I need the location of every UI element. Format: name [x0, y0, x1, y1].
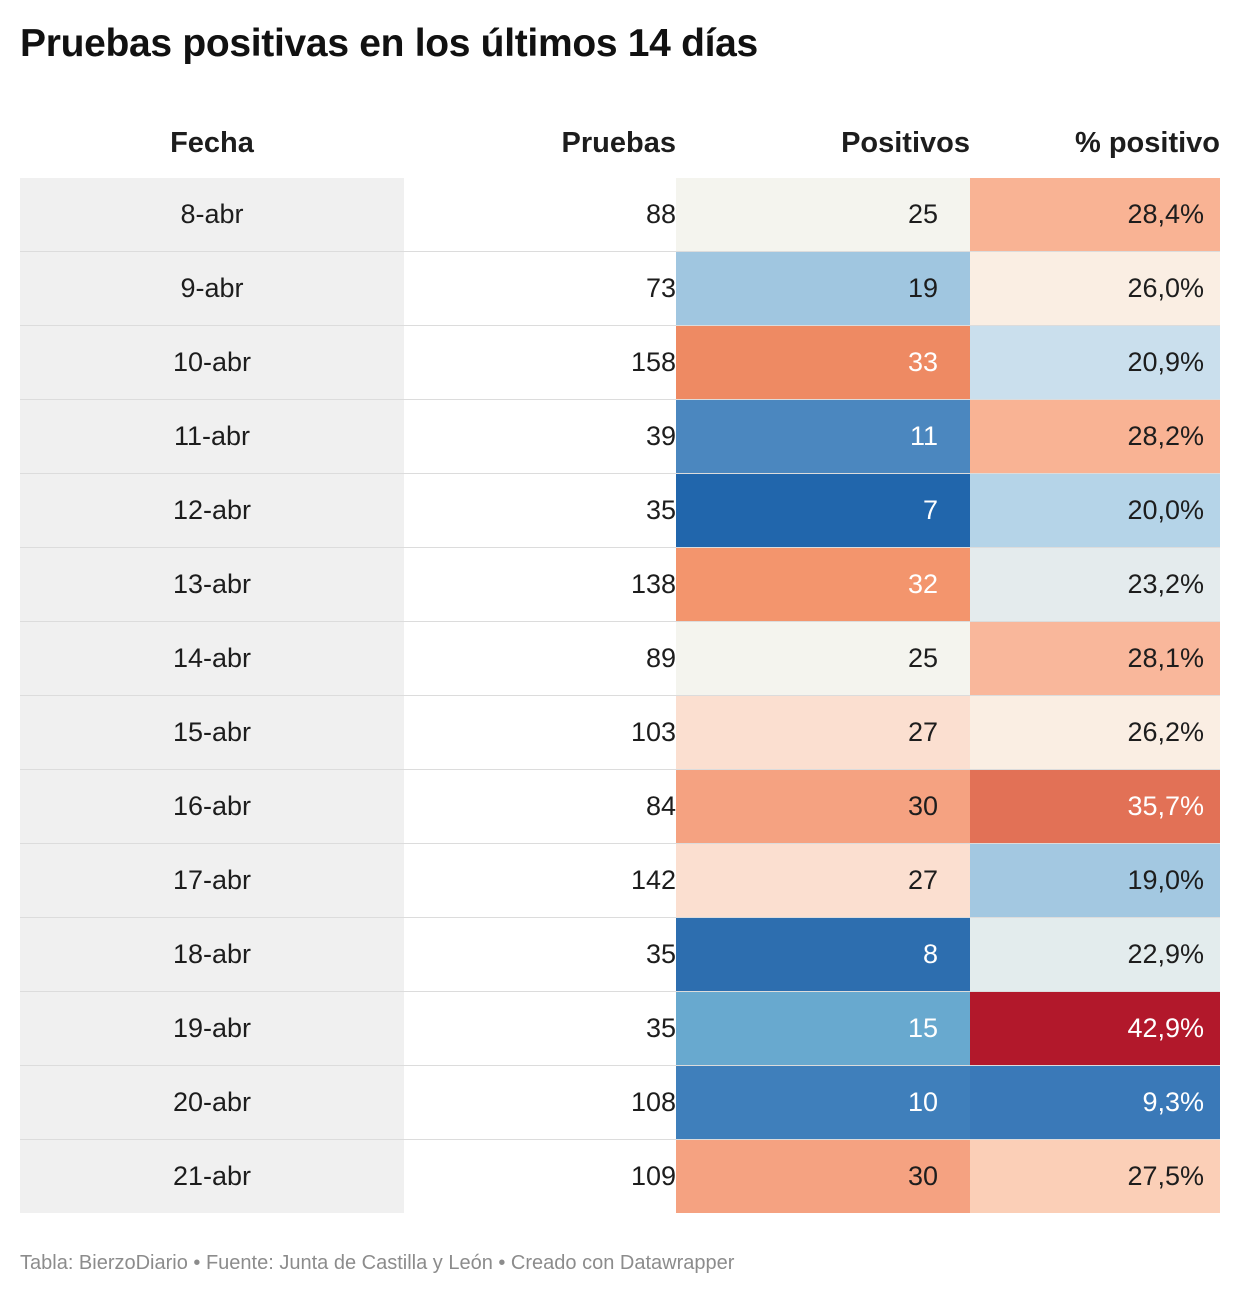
cell-positivos: 32	[676, 547, 970, 622]
cell-positivos: 19	[676, 251, 970, 326]
cell-pct-positivo: 19,0%	[970, 843, 1220, 918]
column-header-fecha[interactable]: Fecha	[170, 126, 254, 159]
cell-pct-positivo: 20,0%	[970, 473, 1220, 548]
source-footer: Tabla: BierzoDiario • Fuente: Junta de C…	[20, 1252, 735, 1274]
cell-pruebas: 89	[404, 621, 676, 696]
cell-fecha: 19-abr	[20, 991, 404, 1066]
cell-pruebas: 73	[404, 251, 676, 326]
cell-pct-positivo: 28,2%	[970, 399, 1220, 474]
table-row: 18-abr 35 8 22,9%	[20, 917, 1220, 992]
cell-pruebas: 138	[404, 547, 676, 622]
cell-positivos: 25	[676, 621, 970, 696]
cell-pct-positivo: 26,0%	[970, 251, 1220, 326]
cell-pruebas: 103	[404, 695, 676, 770]
cell-fecha: 11-abr	[20, 399, 404, 474]
cell-pruebas: 142	[404, 843, 676, 918]
table-row: 16-abr 84 30 35,7%	[20, 769, 1220, 844]
header-row: Fecha Pruebas Positivos % positivo	[20, 108, 1220, 178]
cell-positivos: 7	[676, 473, 970, 548]
table-row: 14-abr 89 25 28,1%	[20, 621, 1220, 696]
table-row: 19-abr 35 15 42,9%	[20, 991, 1220, 1066]
table-row: 8-abr 88 25 28,4%	[20, 178, 1220, 252]
cell-pruebas: 35	[404, 991, 676, 1066]
table-row: 11-abr 39 11 28,2%	[20, 399, 1220, 474]
cell-positivos: 30	[676, 1139, 970, 1213]
table-row: 21-abr 109 30 27,5%	[20, 1139, 1220, 1213]
cell-pct-positivo: 26,2%	[970, 695, 1220, 770]
cell-fecha: 13-abr	[20, 547, 404, 622]
table-body: 8-abr 88 25 28,4% 9-abr 73 19 26,0% 10-abr 158 33 2…	[20, 178, 1220, 1213]
cell-pct-positivo: 42,9%	[970, 991, 1220, 1066]
cell-positivos: 27	[676, 843, 970, 918]
cell-pct-positivo: 35,7%	[970, 769, 1220, 844]
table-row: 13-abr 138 32 23,2%	[20, 547, 1220, 622]
cell-pct-positivo: 28,1%	[970, 621, 1220, 696]
cell-fecha: 12-abr	[20, 473, 404, 548]
cell-fecha: 18-abr	[20, 917, 404, 992]
cell-positivos: 10	[676, 1065, 970, 1140]
cell-pct-positivo: 28,4%	[970, 178, 1220, 252]
cell-positivos: 8	[676, 917, 970, 992]
cell-fecha: 10-abr	[20, 325, 404, 400]
cell-positivos: 27	[676, 695, 970, 770]
cell-fecha: 15-abr	[20, 695, 404, 770]
cell-fecha: 9-abr	[20, 251, 404, 326]
cell-pct-positivo: 22,9%	[970, 917, 1220, 992]
cell-pruebas: 88	[404, 178, 676, 252]
data-table: Fecha Pruebas Positivos % positivo 8-abr…	[20, 108, 1220, 1213]
table-row: 15-abr 103 27 26,2%	[20, 695, 1220, 770]
column-header-pruebas[interactable]: Pruebas	[561, 126, 676, 159]
cell-fecha: 17-abr	[20, 843, 404, 918]
cell-positivos: 25	[676, 178, 970, 252]
table-row: 17-abr 142 27 19,0%	[20, 843, 1220, 918]
table-row: 9-abr 73 19 26,0%	[20, 251, 1220, 326]
cell-fecha: 14-abr	[20, 621, 404, 696]
table-row: 20-abr 108 10 9,3%	[20, 1065, 1220, 1140]
cell-pct-positivo: 9,3%	[970, 1065, 1220, 1140]
cell-pruebas: 39	[404, 399, 676, 474]
cell-fecha: 8-abr	[20, 178, 404, 252]
cell-pct-positivo: 27,5%	[970, 1139, 1220, 1213]
column-header-pct-positivo[interactable]: % positivo	[1074, 126, 1220, 159]
cell-positivos: 15	[676, 991, 970, 1066]
column-header-positivos[interactable]: Positivos	[841, 126, 970, 159]
cell-pruebas: 35	[404, 917, 676, 992]
cell-fecha: 21-abr	[20, 1139, 404, 1213]
cell-pruebas: 84	[404, 769, 676, 844]
cell-fecha: 16-abr	[20, 769, 404, 844]
table-row: 10-abr 158 33 20,9%	[20, 325, 1220, 400]
cell-pruebas: 108	[404, 1065, 676, 1140]
cell-pruebas: 109	[630, 1161, 676, 1191]
cell-pct-positivo: 23,2%	[970, 547, 1220, 622]
cell-pct-positivo: 20,9%	[970, 325, 1220, 400]
chart-title: Pruebas positivas en los últimos 14 días	[20, 22, 758, 65]
cell-positivos: 11	[676, 399, 970, 474]
cell-pruebas: 158	[404, 325, 676, 400]
cell-positivos: 33	[676, 325, 970, 400]
cell-positivos: 30	[676, 769, 970, 844]
cell-fecha: 20-abr	[20, 1065, 404, 1140]
table-row: 12-abr 35 7 20,0%	[20, 473, 1220, 548]
cell-pruebas: 35	[404, 473, 676, 548]
